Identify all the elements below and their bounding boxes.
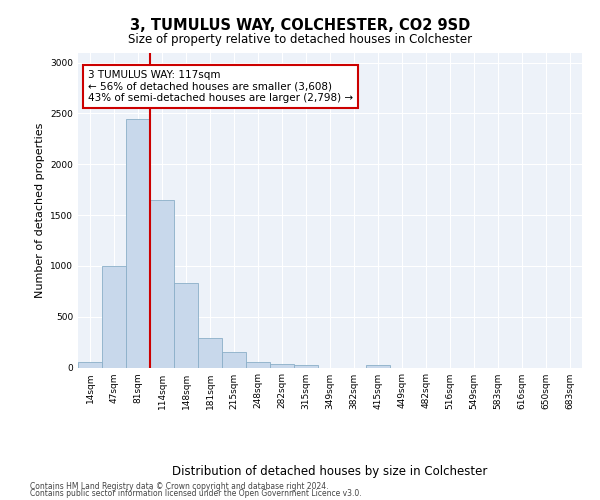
Text: Distribution of detached houses by size in Colchester: Distribution of detached houses by size … [172, 464, 488, 477]
Bar [270, 364, 294, 368]
Bar [150, 200, 174, 368]
Bar [126, 118, 150, 368]
Bar [246, 362, 270, 368]
Text: Contains public sector information licensed under the Open Government Licence v3: Contains public sector information licen… [30, 489, 362, 498]
Bar [174, 283, 198, 368]
Y-axis label: Number of detached properties: Number of detached properties [35, 122, 44, 298]
Bar [198, 338, 222, 368]
Bar [222, 352, 246, 368]
Text: 3, TUMULUS WAY, COLCHESTER, CO2 9SD: 3, TUMULUS WAY, COLCHESTER, CO2 9SD [130, 18, 470, 32]
Text: Size of property relative to detached houses in Colchester: Size of property relative to detached ho… [128, 32, 472, 46]
Bar [366, 364, 390, 368]
Bar [294, 364, 318, 368]
Bar [78, 362, 102, 368]
Text: 3 TUMULUS WAY: 117sqm
← 56% of detached houses are smaller (3,608)
43% of semi-d: 3 TUMULUS WAY: 117sqm ← 56% of detached … [88, 70, 353, 103]
Bar [102, 266, 126, 368]
Text: Contains HM Land Registry data © Crown copyright and database right 2024.: Contains HM Land Registry data © Crown c… [30, 482, 329, 491]
